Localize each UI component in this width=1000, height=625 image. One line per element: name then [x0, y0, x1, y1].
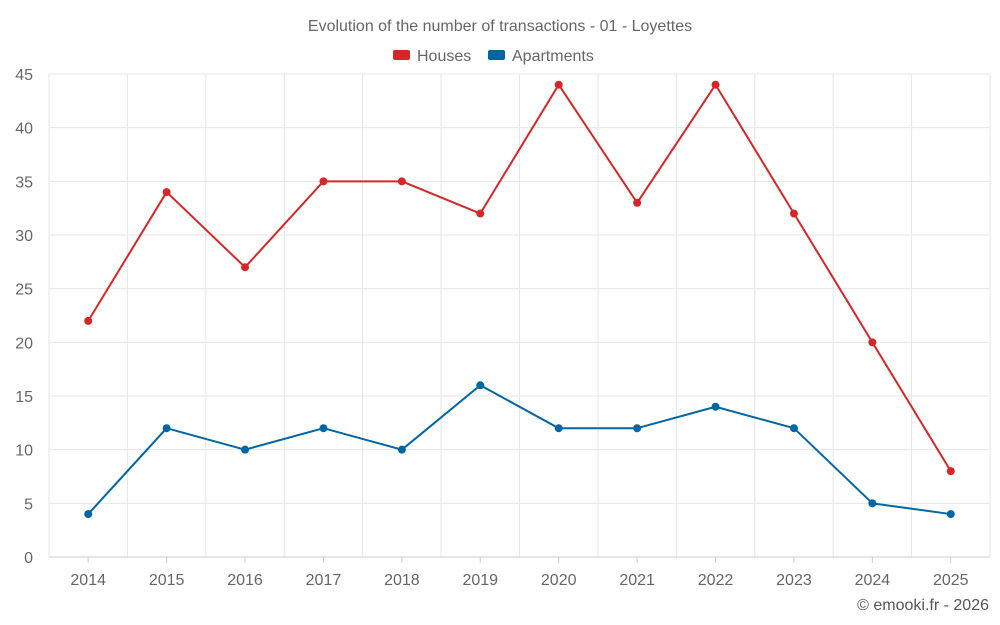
y-tick-label: 0 — [24, 550, 33, 567]
data-point-apartments[interactable] — [946, 510, 955, 519]
data-point-apartments[interactable] — [789, 424, 798, 433]
data-point-apartments[interactable] — [554, 424, 563, 433]
y-tick-label: 10 — [15, 443, 33, 460]
data-point-apartments[interactable] — [476, 381, 485, 390]
legend-swatch-apartments — [488, 50, 505, 60]
data-point-houses[interactable] — [319, 177, 328, 186]
x-tick-label: 2019 — [462, 572, 498, 589]
grid — [48, 73, 991, 557]
x-tick-label: 2017 — [306, 572, 342, 589]
copyright-credit: © emooki.fr - 2026 — [857, 597, 989, 614]
data-point-houses[interactable] — [711, 80, 720, 89]
y-tick-label: 35 — [15, 174, 33, 191]
x-tick-label: 2018 — [384, 572, 420, 589]
y-tick-label: 25 — [15, 282, 33, 299]
data-point-houses[interactable] — [554, 80, 563, 89]
data-point-apartments[interactable] — [241, 445, 250, 454]
x-tick-label: 2023 — [776, 572, 812, 589]
series-line-houses — [87, 83, 952, 472]
x-tick-label: 2020 — [541, 572, 577, 589]
y-tick-label: 20 — [15, 335, 33, 352]
x-tick-label: 2021 — [619, 572, 655, 589]
data-point-apartments[interactable] — [633, 424, 642, 433]
x-tick-label: 2025 — [933, 572, 969, 589]
data-point-apartments[interactable] — [868, 499, 877, 508]
data-point-houses[interactable] — [868, 338, 877, 347]
legend-swatch-houses — [393, 50, 410, 60]
y-tick-label: 5 — [24, 496, 33, 513]
y-tick-label: 15 — [15, 389, 33, 406]
x-tick-label: 2022 — [698, 572, 734, 589]
chart-title: Evolution of the number of transactions … — [308, 18, 692, 35]
legend-item-apartments[interactable]: Apartments — [488, 48, 594, 65]
data-point-houses[interactable] — [946, 467, 955, 476]
legend-item-houses[interactable]: Houses — [393, 48, 471, 65]
x-tick-label: 2016 — [227, 572, 263, 589]
data-point-houses[interactable] — [633, 198, 642, 207]
x-tick-label: 2024 — [855, 572, 891, 589]
series-line-apartments — [87, 384, 951, 516]
y-tick-label: 45 — [15, 67, 33, 84]
data-point-apartments[interactable] — [397, 445, 406, 454]
data-point-houses[interactable] — [162, 188, 171, 197]
data-point-apartments[interactable] — [84, 510, 93, 519]
data-point-apartments[interactable] — [711, 402, 720, 411]
data-point-houses[interactable] — [241, 263, 250, 272]
legend: Houses Apartments — [393, 48, 594, 65]
data-point-houses[interactable] — [476, 209, 485, 218]
data-point-houses[interactable] — [397, 177, 406, 186]
data-point-apartments[interactable] — [319, 424, 328, 433]
y-tick-label: 30 — [15, 228, 33, 245]
y-tick-label: 40 — [15, 121, 33, 138]
data-point-houses[interactable] — [84, 316, 93, 325]
data-point-houses[interactable] — [789, 209, 798, 218]
data-point-apartments[interactable] — [162, 424, 171, 433]
legend-label-apartments: Apartments — [512, 48, 594, 65]
x-tick-label: 2014 — [70, 572, 106, 589]
legend-label-houses: Houses — [417, 48, 471, 65]
series — [84, 80, 955, 519]
x-tick-label: 2015 — [149, 572, 185, 589]
